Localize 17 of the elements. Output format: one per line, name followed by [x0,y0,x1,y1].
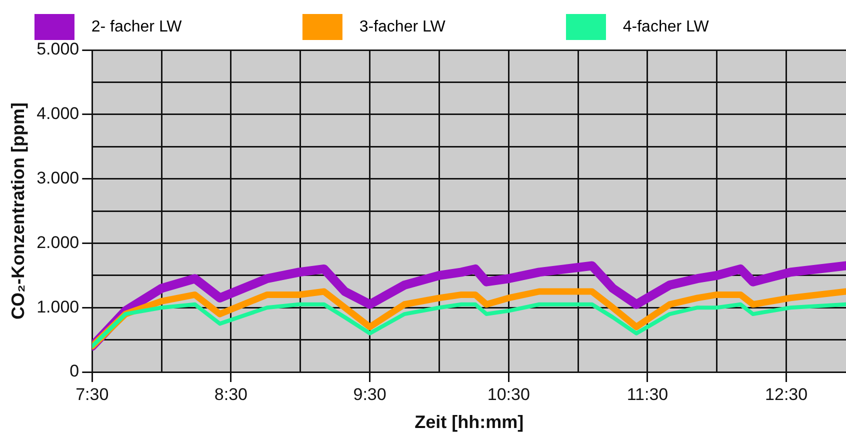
y-tick-label: 3.000 [36,168,80,188]
x-tick-label: 9:30 [353,384,386,404]
x-tick-label: 10:30 [487,384,530,404]
x-tick-label: 11:30 [626,384,668,404]
x-axis-title: Zeit [hh:mm] [414,412,524,432]
y-tick-label: 2.000 [36,232,80,252]
x-tick-label: 7:30 [76,384,109,404]
y-axis-title: CO₂-Konzentration [ppm] [8,102,28,320]
y-tick-label: 5.000 [36,40,80,59]
legend-label: 4-facher LW [614,18,816,36]
legend-label: 2- facher LW [82,18,288,36]
x-tick-label: 12:30 [765,384,808,404]
y-tick-label: 0 [70,362,80,381]
x-tick-label: 8:30 [214,384,248,404]
y-tick-label: 1.000 [36,297,80,316]
y-tick-label: 4.000 [36,104,80,124]
legend-label: 3-facher LW [350,18,552,36]
